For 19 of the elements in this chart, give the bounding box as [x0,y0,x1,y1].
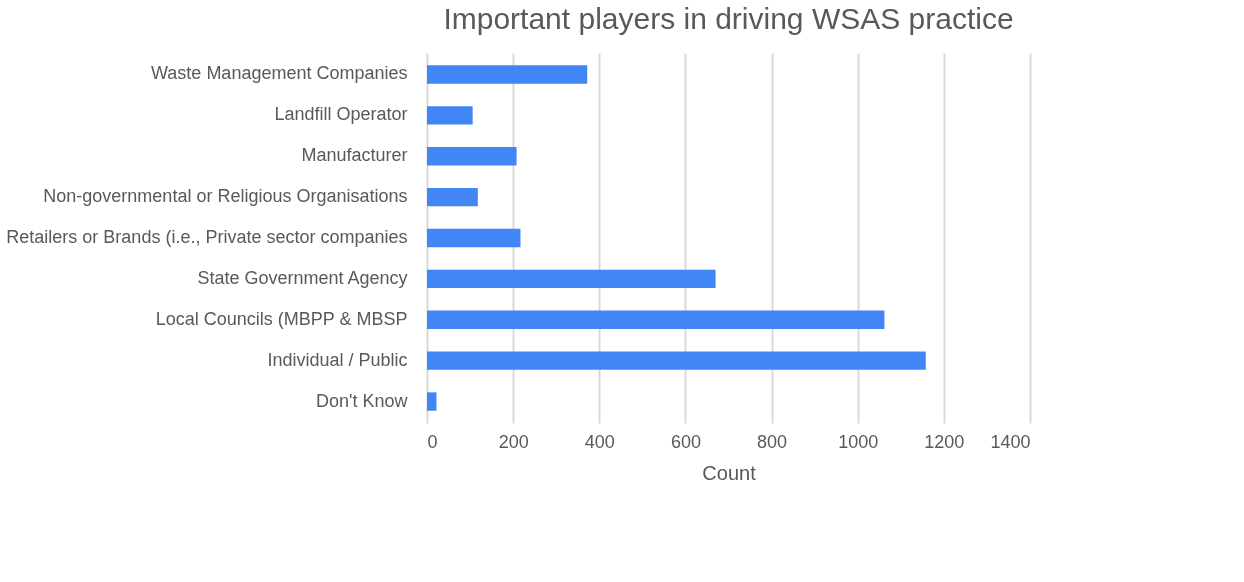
y-tick-label: Retailers or Brands (i.e., Private sector companies [6,227,408,247]
x-axis-title: Count [702,461,757,484]
chart-title: Important players in driving WSAS practice [443,2,1014,35]
y-tick-label: Non-governmental or Religious Organisations [43,186,408,207]
x-tick-label: 600 [670,431,701,452]
y-tick-label: Landfill Operator [274,104,408,125]
y-tick-label: Local Councils (MBPP & MBSP [155,308,408,329]
x-tick-label: 400 [584,431,615,452]
x-tick-label: 0 [427,431,438,452]
y-tick-label: Don't Know [316,390,409,411]
x-tick-label: 1400 [990,431,1031,452]
x-tick-label: 800 [757,431,788,452]
y-tick-label: Waste Management Companies [151,63,408,84]
y-tick-label: State Government Agency [197,267,408,288]
x-tick-label: 200 [498,431,529,452]
y-tick-label: Individual / Public [267,349,408,370]
y-tick-label: Manufacturer [301,145,408,166]
x-tick-label: 1200 [924,431,965,452]
x-tick-label: 1000 [838,431,879,452]
